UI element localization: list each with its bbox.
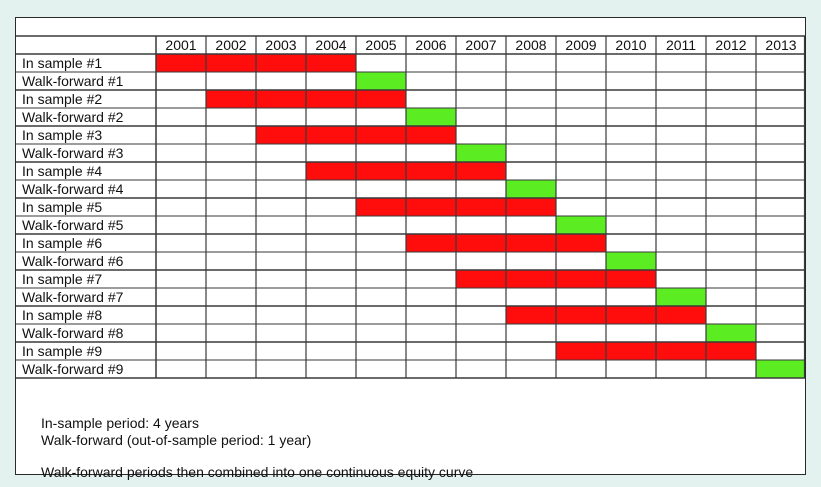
row-label: In sample #8 <box>22 307 103 323</box>
walk-forward-bar-14 <box>656 288 706 306</box>
row-label: In sample #1 <box>22 55 103 71</box>
year-header-2012: 2012 <box>715 37 747 53</box>
year-header-2013: 2013 <box>765 37 797 53</box>
row-label: Walk-forward #8 <box>22 325 124 341</box>
year-header-2006: 2006 <box>415 37 447 53</box>
year-header-2005: 2005 <box>365 37 397 53</box>
note-combined: Walk-forward periods then combined into … <box>41 464 474 480</box>
schedule-grid <box>16 35 805 379</box>
row-label: Walk-forward #6 <box>22 253 124 269</box>
row-label: In sample #6 <box>22 235 103 251</box>
year-header-2001: 2001 <box>165 37 197 53</box>
year-header-2002: 2002 <box>215 37 247 53</box>
walk-forward-bar-18 <box>756 360 805 378</box>
walk-forward-bar-6 <box>456 144 506 162</box>
row-label: Walk-forward #9 <box>22 361 124 377</box>
year-header-2011: 2011 <box>665 37 697 53</box>
year-header-2009: 2009 <box>565 37 597 53</box>
year-header-2010: 2010 <box>615 37 647 53</box>
row-label: Walk-forward #5 <box>22 217 124 233</box>
row-label: In sample #2 <box>22 91 103 107</box>
row-label: Walk-forward #1 <box>22 73 124 89</box>
row-label: Walk-forward #4 <box>22 181 124 197</box>
walk-forward-bar-12 <box>606 252 656 270</box>
walk-forward-bar-4 <box>406 108 456 126</box>
year-header-2004: 2004 <box>315 37 347 53</box>
row-label: In sample #5 <box>22 199 103 215</box>
row-label: Walk-forward #3 <box>22 145 124 161</box>
note-walk-forward: Walk-forward (out-of-sample period: 1 ye… <box>41 432 312 448</box>
walk-forward-bar-16 <box>706 324 756 342</box>
row-label: In sample #4 <box>22 163 103 179</box>
walk-forward-bar-8 <box>506 180 556 198</box>
notes: In-sample period: 4 years Walk-forward (… <box>41 415 473 481</box>
diagram-frame: In sample #1 Walk-forward #1 In sample #2 W… <box>15 17 806 480</box>
year-header-2007: 2007 <box>465 37 497 53</box>
row-label: In sample #3 <box>22 127 103 143</box>
walk-forward-bar-2 <box>356 72 406 90</box>
row-label: Walk-forward #2 <box>22 109 124 125</box>
year-header-2008: 2008 <box>515 37 547 53</box>
row-label: In sample #9 <box>22 343 103 359</box>
walk-forward-bar-10 <box>556 216 606 234</box>
row-label: In sample #7 <box>22 271 103 287</box>
note-in-sample: In-sample period: 4 years <box>41 415 199 431</box>
year-header-2003: 2003 <box>265 37 297 53</box>
row-label: Walk-forward #7 <box>22 289 124 305</box>
